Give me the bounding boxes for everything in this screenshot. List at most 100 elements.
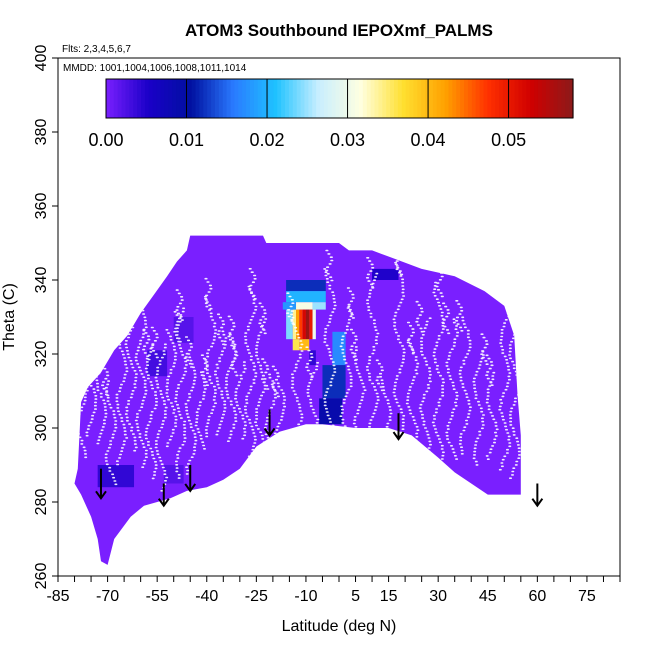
- colorbar-segment: [460, 79, 465, 118]
- colorbar-segment: [164, 79, 169, 118]
- colorbar-segment: [502, 79, 508, 118]
- colorbar-segment: [199, 79, 204, 118]
- arrow-head: [95, 490, 107, 501]
- colorbar-segment: [421, 79, 426, 118]
- colorbar-tick-label: 0.00: [88, 130, 123, 150]
- colorbar-segment: [269, 79, 274, 118]
- colorbar-segment: [467, 79, 473, 118]
- colorbar-tick-label: 0.03: [330, 130, 365, 150]
- colorbar-segment: [456, 79, 461, 118]
- colorbar-segment: [207, 79, 212, 118]
- x-tick-label: 75: [578, 588, 596, 605]
- y-tick-label: 280: [33, 489, 50, 516]
- colorbar-segment: [537, 79, 543, 118]
- x-tick-label: -70: [96, 588, 119, 605]
- colorbar-segment: [148, 79, 154, 118]
- colorbar-segment: [320, 79, 325, 118]
- colorbar-segment: [195, 79, 200, 118]
- colorbar-tick-label: 0.01: [169, 130, 204, 150]
- colorbar-segment: [176, 79, 181, 118]
- colorbar-segment: [506, 79, 512, 118]
- colorbar-segment: [405, 79, 411, 118]
- colorbar-segment: [343, 79, 348, 118]
- colorbar-segment: [483, 79, 488, 118]
- colorbar-tick-label: 0.04: [411, 130, 446, 150]
- colorbar-segment: [265, 79, 271, 118]
- data-cell: [309, 309, 313, 340]
- y-tick-label: 360: [33, 193, 50, 220]
- colorbar-segment: [129, 79, 134, 118]
- colorbar-segment: [281, 79, 286, 118]
- colorbar-segment: [409, 79, 415, 118]
- colorbar-segment: [109, 79, 115, 118]
- colorbar-segment: [386, 79, 391, 118]
- chart-title: ATOM3 Southbound IEPOXmf_PALMS: [185, 21, 493, 40]
- colorbar-segment: [222, 79, 228, 118]
- data-cell: [282, 302, 297, 310]
- y-axis-label: Theta (C): [1, 283, 18, 351]
- y-axis: 260 280 300 320 340 360 380 400: [33, 45, 58, 590]
- colorbar-segment: [479, 79, 485, 118]
- colorbar-segment: [495, 79, 500, 118]
- colorbar-segment: [351, 79, 356, 118]
- y-tick-label: 260: [33, 563, 50, 590]
- x-tick-label: 45: [479, 588, 497, 605]
- data-cell: [286, 280, 326, 292]
- colorbar-segment: [246, 79, 251, 118]
- colorbar-segment: [355, 79, 360, 118]
- arrow-head: [184, 483, 197, 493]
- y-tick-label: 400: [33, 45, 50, 72]
- colorbar-segment: [413, 79, 418, 118]
- colorbar-segment: [300, 79, 306, 118]
- colorbar-segment: [429, 79, 434, 118]
- arrow-head: [157, 498, 170, 508]
- data-cell: [299, 339, 310, 351]
- colorbar-segment: [141, 79, 146, 118]
- colorbar-segment: [292, 79, 298, 118]
- colorbar-segment: [226, 79, 232, 118]
- colorbar-segment: [374, 79, 380, 118]
- x-tick-label: 30: [429, 588, 447, 605]
- x-axis-label: Latitude (deg N): [282, 618, 397, 635]
- colorbar-segment: [230, 79, 236, 118]
- colorbar-segment: [137, 79, 142, 118]
- colorbar-segment: [378, 79, 383, 118]
- profile-arrows: [95, 409, 544, 508]
- data-cell: [302, 309, 306, 340]
- colorbar-segment: [366, 79, 372, 118]
- colorbar-segment: [172, 79, 177, 118]
- colorbar-segment: [327, 79, 333, 118]
- colorbar-segment: [491, 79, 496, 118]
- data-cell: [286, 309, 293, 340]
- colorbar-segment: [179, 79, 185, 118]
- colorbar-segment: [390, 79, 395, 118]
- colorbar-segment: [211, 79, 216, 118]
- colorbar-segment: [452, 79, 457, 118]
- colorbar-segment: [187, 79, 193, 118]
- colorbar-segment: [253, 79, 259, 118]
- colorbar-segment: [218, 79, 224, 118]
- colorbar-segment: [444, 79, 450, 118]
- colorbar-segment: [553, 79, 559, 118]
- colorbar-frame: [105, 78, 574, 119]
- y-tick-label: 300: [33, 415, 50, 442]
- colorbar-segment: [393, 79, 399, 118]
- colorbar-segment: [160, 79, 165, 118]
- colorbar-segment: [358, 79, 364, 118]
- colorbar-segment: [526, 79, 531, 118]
- colorbar-segment: [534, 79, 539, 118]
- colorbar-segment: [464, 79, 469, 118]
- colorbar-segment: [541, 79, 547, 118]
- arrow-head: [531, 498, 544, 508]
- data-cell: [299, 309, 303, 340]
- colorbar-segment: [339, 79, 344, 118]
- colorbar-segment: [440, 79, 446, 118]
- colorbar-segment: [296, 79, 302, 118]
- colorbar-segment: [257, 79, 263, 118]
- colorbar-segment: [152, 79, 158, 118]
- colorbar-segment: [323, 79, 329, 118]
- colorbar-segment: [347, 79, 352, 118]
- colorbar-segment: [304, 79, 309, 118]
- colorbar-segment: [121, 79, 127, 118]
- colorbar-segment: [530, 79, 535, 118]
